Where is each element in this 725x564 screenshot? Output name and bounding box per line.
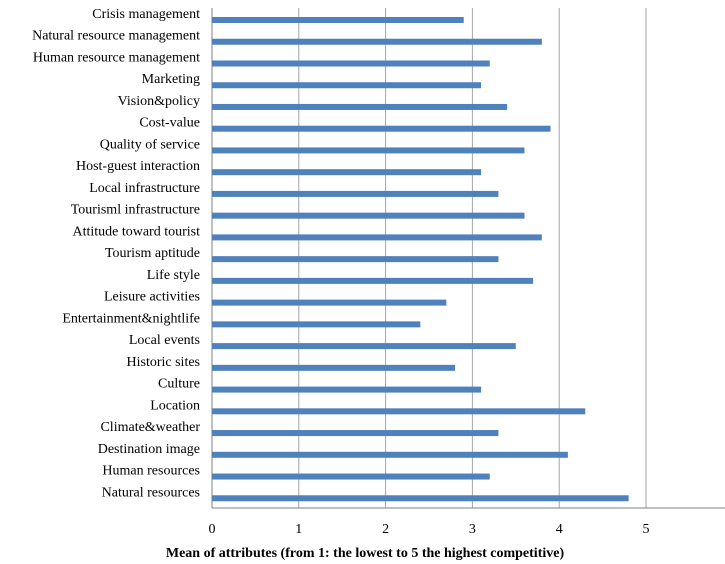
bar-10 [212, 234, 542, 241]
category-label: Quality of service [100, 137, 200, 152]
category-label: Entertainment&nightlife [62, 311, 200, 326]
bar-5 [212, 125, 551, 132]
x-tick-label: 1 [295, 522, 302, 537]
bar-13 [212, 299, 447, 306]
bar-19 [212, 430, 499, 437]
category-label: Attitude toward tourist [72, 224, 200, 239]
category-label: Human resource management [33, 50, 200, 65]
bar-7 [212, 169, 482, 176]
category-label: Tourism aptitude [105, 246, 200, 261]
category-label: Local infrastructure [89, 181, 200, 196]
category-label: Culture [158, 377, 200, 392]
x-tick-label: 0 [209, 522, 216, 537]
bar-14 [212, 321, 421, 328]
bar-11 [212, 256, 499, 263]
x-axis-title: Mean of attributes (from 1: the lowest t… [166, 546, 565, 561]
x-tick-label: 3 [469, 522, 476, 537]
category-label: Cost-value [139, 116, 200, 131]
category-label: Life style [147, 268, 200, 283]
category-label: Leisure activities [104, 290, 200, 305]
x-tick-label: 2 [382, 522, 389, 537]
bar-12 [212, 277, 534, 284]
bar-21 [212, 473, 490, 480]
tick-labels: 0 1 2 3 4 5 [209, 522, 650, 537]
bar-22 [212, 495, 629, 502]
bar-16 [212, 364, 456, 371]
x-tick-label: 5 [643, 522, 650, 537]
category-label: Natural resource management [32, 29, 200, 44]
category-label: Location [150, 398, 200, 413]
category-label: Climate&weather [100, 420, 200, 435]
bar-17 [212, 386, 482, 393]
category-label: Human resources [102, 464, 200, 479]
bars [212, 17, 629, 502]
category-label: Vision&policy [118, 94, 200, 109]
bar-2 [212, 60, 490, 67]
bar-0 [212, 17, 464, 23]
category-label: Tourisml infrastructure [71, 203, 200, 218]
category-label: Natural resources [102, 485, 200, 500]
category-label: Crisis management [92, 7, 200, 22]
bar-6 [212, 147, 525, 154]
bar-3 [212, 82, 482, 89]
category-label: Historic sites [127, 355, 201, 370]
bar-4 [212, 103, 508, 110]
category-label: Destination image [98, 442, 200, 457]
category-label: Marketing [142, 72, 200, 87]
bar-9 [212, 212, 525, 219]
category-label: Host-guest interaction [76, 159, 200, 174]
x-tick-label: 4 [556, 522, 563, 537]
category-labels: Crisis management Natural resource manage… [32, 7, 200, 500]
bar-18 [212, 408, 586, 415]
bar-8 [212, 190, 499, 197]
bar-1 [212, 38, 542, 45]
category-label: Local events [129, 333, 200, 348]
bar-20 [212, 451, 568, 458]
bar-15 [212, 343, 516, 350]
